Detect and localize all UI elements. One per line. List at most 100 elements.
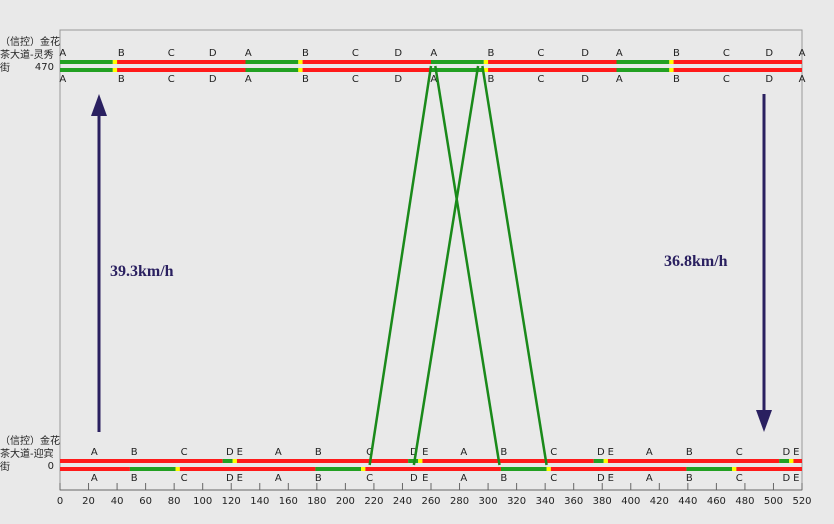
signal-segment (112, 60, 118, 64)
phase-label: D (782, 447, 790, 458)
x-tick-label: 380 (593, 496, 612, 507)
signal-segment (245, 60, 299, 64)
phase-label: E (608, 447, 614, 458)
x-tick-label: 0 (57, 496, 63, 507)
phase-label: C (550, 473, 557, 484)
signal-segment (117, 60, 246, 64)
down-arrow-head (756, 410, 772, 432)
signal-segment (669, 60, 674, 64)
x-tick-label: 200 (336, 496, 355, 507)
phase-label: A (430, 48, 437, 59)
x-tick-label: 300 (479, 496, 498, 507)
phase-label: C (168, 48, 175, 59)
green-band-line (481, 65, 548, 466)
phase-label: B (487, 74, 494, 85)
phase-label: B (686, 473, 693, 484)
green-band-line (368, 65, 433, 466)
phase-label: E (608, 473, 614, 484)
phase-label: B (302, 74, 309, 85)
signal-segment (550, 467, 687, 471)
x-tick-label: 520 (792, 496, 811, 507)
phase-label: D (581, 48, 589, 59)
phase-label: B (118, 48, 125, 59)
signal-segment (607, 459, 780, 463)
phase-label: E (793, 473, 799, 484)
signal-segment (60, 467, 130, 471)
signal-segment (789, 459, 794, 463)
phase-label: D (209, 74, 217, 85)
signal-segment (60, 68, 113, 72)
signal-segment (408, 459, 419, 463)
x-tick-label: 340 (536, 496, 555, 507)
signal-segment (315, 467, 362, 471)
phase-label: D (209, 48, 217, 59)
signal-segment (673, 60, 802, 64)
phase-label: A (616, 48, 623, 59)
signal-segment (488, 68, 617, 72)
phase-label: D (394, 74, 402, 85)
phase-label: B (500, 473, 507, 484)
x-tick-label: 180 (307, 496, 326, 507)
phase-label: A (91, 473, 98, 484)
signal-segment (483, 68, 489, 72)
phase-label: E (422, 473, 428, 484)
signal-segment (686, 467, 733, 471)
x-tick-label: 320 (507, 496, 526, 507)
phase-label: A (430, 74, 437, 85)
speed-label: 36.8km/h (664, 253, 728, 270)
phase-label: A (91, 447, 98, 458)
phase-label: A (59, 48, 66, 59)
phase-label: C (366, 473, 373, 484)
x-tick-label: 140 (250, 496, 269, 507)
signal-segment (298, 60, 303, 64)
x-tick-label: 100 (193, 496, 212, 507)
phase-label: D (226, 473, 234, 484)
phase-label: D (765, 74, 773, 85)
phase-label: C (181, 447, 188, 458)
x-tick-label: 440 (678, 496, 697, 507)
phase-label: E (422, 447, 428, 458)
signal-segment (418, 459, 423, 463)
y-tick-label: 0 (48, 461, 54, 472)
signal-segment (431, 60, 484, 64)
phase-label: A (799, 48, 806, 59)
signal-segment (302, 68, 431, 72)
x-tick-label: 480 (735, 496, 754, 507)
green-band-line (434, 65, 501, 466)
phase-label: E (793, 447, 799, 458)
intersection-label: （信控）金花茶大道-灵秀街 (0, 37, 60, 74)
phase-label: C (181, 473, 188, 484)
phase-label: C (736, 473, 743, 484)
x-tick-label: 420 (650, 496, 669, 507)
intersection-label: （信控）金花茶大道-迎宾街 (0, 436, 60, 473)
signal-segment (232, 459, 237, 463)
phase-label: D (765, 48, 773, 59)
phase-label: B (686, 447, 693, 458)
signal-segment (793, 459, 802, 463)
x-tick-label: 20 (82, 496, 95, 507)
x-tick-label: 60 (139, 496, 152, 507)
phase-label: C (366, 447, 373, 458)
phase-label: A (59, 74, 66, 85)
phase-label: D (410, 473, 418, 484)
phase-label: A (646, 447, 653, 458)
phase-label: B (302, 48, 309, 59)
phase-label: D (782, 473, 790, 484)
signal-segment (593, 459, 604, 463)
phase-label: B (315, 447, 322, 458)
signal-segment (483, 60, 489, 64)
phase-label: A (275, 473, 282, 484)
phase-label: A (245, 48, 252, 59)
signal-segment (488, 60, 617, 64)
signal-segment (236, 459, 409, 463)
signal-segment (302, 60, 431, 64)
phase-label: C (352, 74, 359, 85)
x-tick-label: 280 (450, 496, 469, 507)
phase-label: A (275, 447, 282, 458)
phase-label: D (394, 48, 402, 59)
signal-segment (616, 68, 670, 72)
phase-label: C (723, 74, 730, 85)
signal-segment (298, 68, 303, 72)
phase-label: C (537, 74, 544, 85)
speed-label: 39.3km/h (110, 263, 174, 280)
